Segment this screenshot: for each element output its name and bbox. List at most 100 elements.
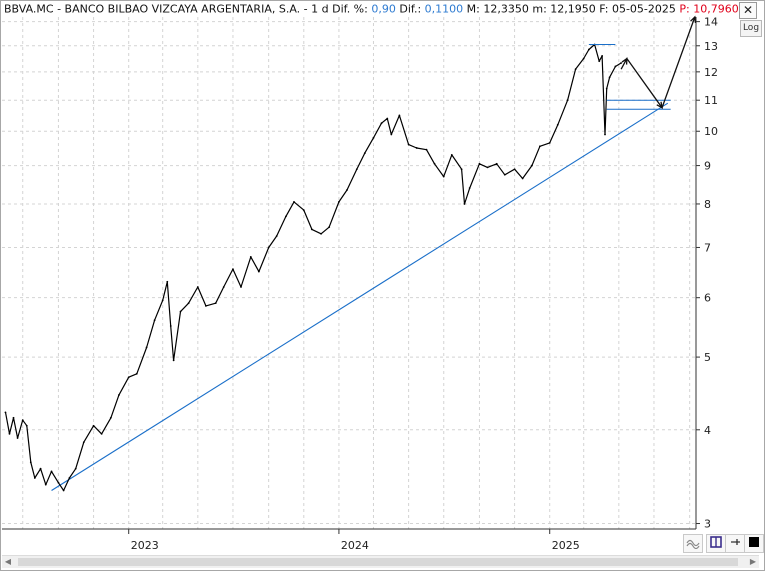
- series-layer: [4, 43, 623, 492]
- price-point: [601, 55, 604, 57]
- symbol-name: BBVA.MC - BANCO BILBAO VIZCAYA ARGENTARI…: [4, 2, 308, 16]
- price-point: [320, 232, 322, 235]
- price-point: [82, 441, 85, 444]
- axes: 3 4 5 6 7 8 9 10 11 12 13 14 2023 2024 2025: [2, 16, 718, 552]
- price-point: [372, 136, 375, 139]
- y-tick-label: 6: [704, 292, 711, 305]
- price-point: [338, 201, 340, 203]
- hash-icon[interactable]: [706, 534, 726, 553]
- y-tick-label: 3: [704, 518, 711, 531]
- price-point: [310, 228, 313, 231]
- price-point: [328, 226, 331, 229]
- price-point: [285, 215, 287, 218]
- projected-path-arrowhead: [656, 101, 663, 109]
- price-point: [68, 477, 71, 479]
- price-point: [127, 376, 130, 379]
- price-point: [548, 141, 551, 144]
- close-button[interactable]: ✕: [739, 2, 757, 19]
- chart-header: BBVA.MC - BANCO BILBAO VIZCAYA ARGENTARI…: [4, 2, 739, 18]
- y-tick-label: 5: [704, 351, 711, 364]
- price-point: [293, 201, 295, 203]
- projected-path-arrowhead: [690, 15, 697, 24]
- price-point: [608, 76, 611, 79]
- price-point: [118, 394, 120, 396]
- x-tick-label: 2023: [131, 539, 159, 552]
- price-point: [16, 437, 19, 439]
- price-point: [135, 372, 138, 375]
- price-point: [57, 481, 60, 484]
- price-point: [614, 65, 617, 68]
- price-point: [433, 162, 436, 165]
- price-point: [161, 299, 164, 302]
- scroll-left-icon[interactable]: ◀: [4, 557, 12, 566]
- price-value: 10,7960: [693, 2, 739, 16]
- horizontal-scrollbar[interactable]: ◀ ▶: [2, 555, 759, 568]
- y-tick-label: 7: [704, 241, 711, 254]
- price-point: [100, 432, 103, 435]
- scroll-right-icon[interactable]: ▶: [749, 557, 757, 566]
- price-point: [275, 235, 278, 237]
- price-point: [604, 133, 606, 136]
- price-point: [574, 68, 577, 71]
- price-point: [460, 168, 463, 171]
- price-point: [582, 57, 585, 60]
- price-point: [390, 133, 393, 136]
- x-tick-label: 2024: [341, 539, 369, 552]
- price-point: [363, 152, 366, 155]
- y-tick-label: 8: [704, 198, 711, 211]
- price-point: [50, 470, 53, 473]
- price-point: [386, 117, 389, 120]
- price-point: [425, 148, 428, 151]
- trend-line: [51, 102, 669, 491]
- y-tick-label: 9: [704, 160, 711, 173]
- max-value: 12,3350: [483, 2, 529, 16]
- price-point: [463, 203, 466, 205]
- price-point: [214, 302, 217, 305]
- price-point: [587, 48, 590, 51]
- price-point: [257, 270, 260, 273]
- price-point: [196, 286, 199, 288]
- log-scale-button[interactable]: Log: [740, 20, 762, 37]
- price-point: [153, 319, 156, 322]
- price-point: [450, 153, 453, 156]
- min-label: m:: [532, 2, 547, 16]
- price-point: [29, 461, 32, 464]
- price-point: [187, 302, 190, 305]
- wave-icon[interactable]: [683, 534, 703, 553]
- y-tick-label: 11: [704, 94, 718, 107]
- date-value: 05-05-2025: [611, 2, 676, 16]
- price-point: [166, 280, 169, 283]
- price-point: [172, 359, 175, 362]
- price-point: [145, 346, 148, 349]
- price-point: [74, 467, 77, 470]
- price-point: [8, 432, 11, 435]
- dif-pct-value: 0,90: [371, 2, 396, 16]
- price-point: [598, 60, 601, 63]
- dif-value: 0,1100: [424, 2, 464, 16]
- price-point: [355, 168, 358, 171]
- price-point: [495, 162, 498, 165]
- price-label: P:: [679, 2, 690, 16]
- scroll-thumb[interactable]: [18, 558, 738, 566]
- price-point: [556, 123, 559, 126]
- pin-icon[interactable]: [725, 534, 745, 553]
- x-tick-label: 2025: [552, 539, 580, 552]
- date-label: F:: [599, 2, 609, 16]
- price-point: [62, 489, 65, 492]
- price-point: [232, 268, 234, 271]
- dif-label: Dif.:: [399, 2, 422, 16]
- price-point: [380, 122, 383, 125]
- max-label: M:: [466, 2, 480, 16]
- price-point: [478, 162, 481, 165]
- y-tick-label: 10: [704, 125, 718, 138]
- price-point: [109, 416, 112, 419]
- price-point: [12, 416, 15, 419]
- y-tick-label: 13: [704, 40, 718, 53]
- price-point: [92, 424, 95, 427]
- price-point: [513, 168, 516, 171]
- price-series-line: [4, 43, 622, 492]
- fill-square-icon[interactable]: [744, 534, 764, 553]
- y-tick-label: 12: [704, 66, 718, 79]
